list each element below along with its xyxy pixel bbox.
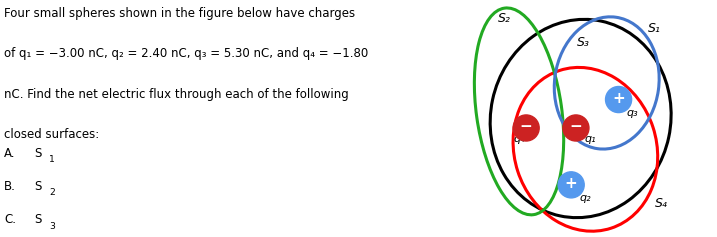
Text: S₁: S₁ [647, 22, 660, 35]
Text: q₂: q₂ [579, 193, 591, 203]
Text: S₂: S₂ [498, 13, 511, 25]
Text: 1: 1 [49, 155, 55, 164]
Text: S: S [34, 147, 42, 160]
Text: A.: A. [4, 147, 16, 160]
Text: S₃: S₃ [576, 36, 589, 49]
Circle shape [558, 172, 584, 198]
Text: B.: B. [4, 180, 16, 193]
Text: S: S [34, 180, 42, 193]
Text: nC. Find the net electric flux through each of the following: nC. Find the net electric flux through e… [4, 88, 349, 101]
Text: C.: C. [4, 213, 16, 226]
Text: q₁: q₁ [584, 134, 596, 144]
Circle shape [513, 115, 539, 141]
Circle shape [563, 115, 589, 141]
Text: −: − [569, 119, 582, 134]
Text: 3: 3 [49, 222, 55, 231]
Text: 2: 2 [49, 188, 55, 197]
Text: of q₁ = −3.00 nC, q₂ = 2.40 nC, q₃ = 5.30 nC, and q₄ = −1.80: of q₁ = −3.00 nC, q₂ = 2.40 nC, q₃ = 5.3… [4, 47, 369, 60]
Text: Four small spheres shown in the figure below have charges: Four small spheres shown in the figure b… [4, 7, 356, 20]
Text: +: + [565, 176, 578, 191]
Text: S₄: S₄ [655, 197, 668, 210]
Text: +: + [612, 91, 625, 106]
Circle shape [606, 87, 632, 113]
Text: S: S [34, 213, 42, 226]
Text: q₄: q₄ [513, 134, 525, 144]
Text: closed surfaces:: closed surfaces: [4, 128, 100, 141]
Text: q₃: q₃ [627, 108, 639, 118]
Text: −: − [520, 119, 533, 134]
